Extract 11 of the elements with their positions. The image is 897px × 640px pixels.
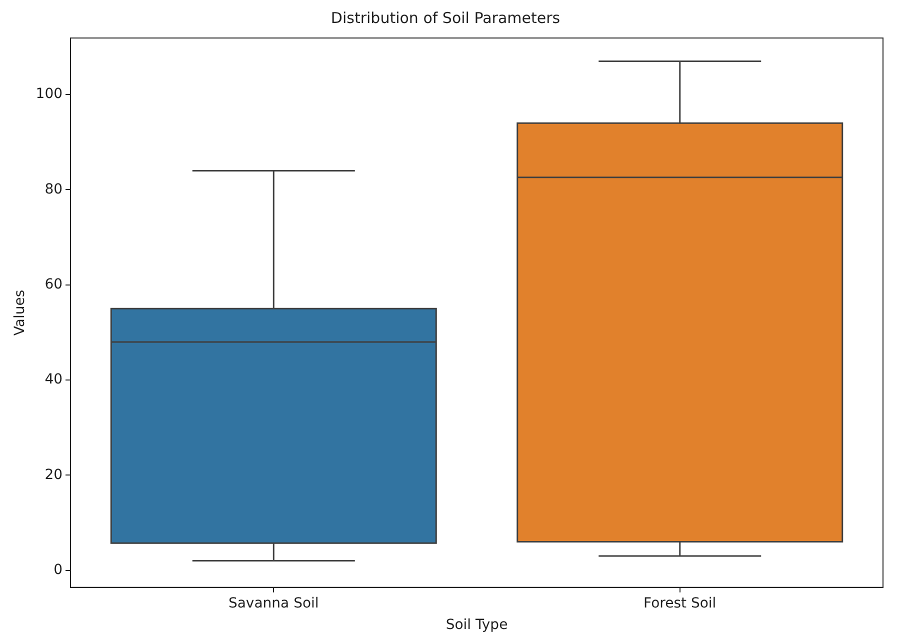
x-axis-title: Soil Type: [446, 617, 508, 634]
x-tick-label: Savanna Soil: [228, 595, 319, 612]
y-tick-label: 20: [44, 466, 63, 483]
x-tick-label: Forest Soil: [644, 595, 716, 612]
y-tick-label: 0: [54, 562, 63, 578]
y-tick-label: 40: [44, 372, 63, 388]
y-axis-title: Values: [12, 290, 28, 336]
y-tick-label: 60: [44, 276, 63, 293]
chart-title: Distribution of Soil Parameters: [330, 8, 560, 27]
y-tick-label: 100: [36, 86, 63, 102]
y-tick-label: 80: [44, 181, 63, 198]
